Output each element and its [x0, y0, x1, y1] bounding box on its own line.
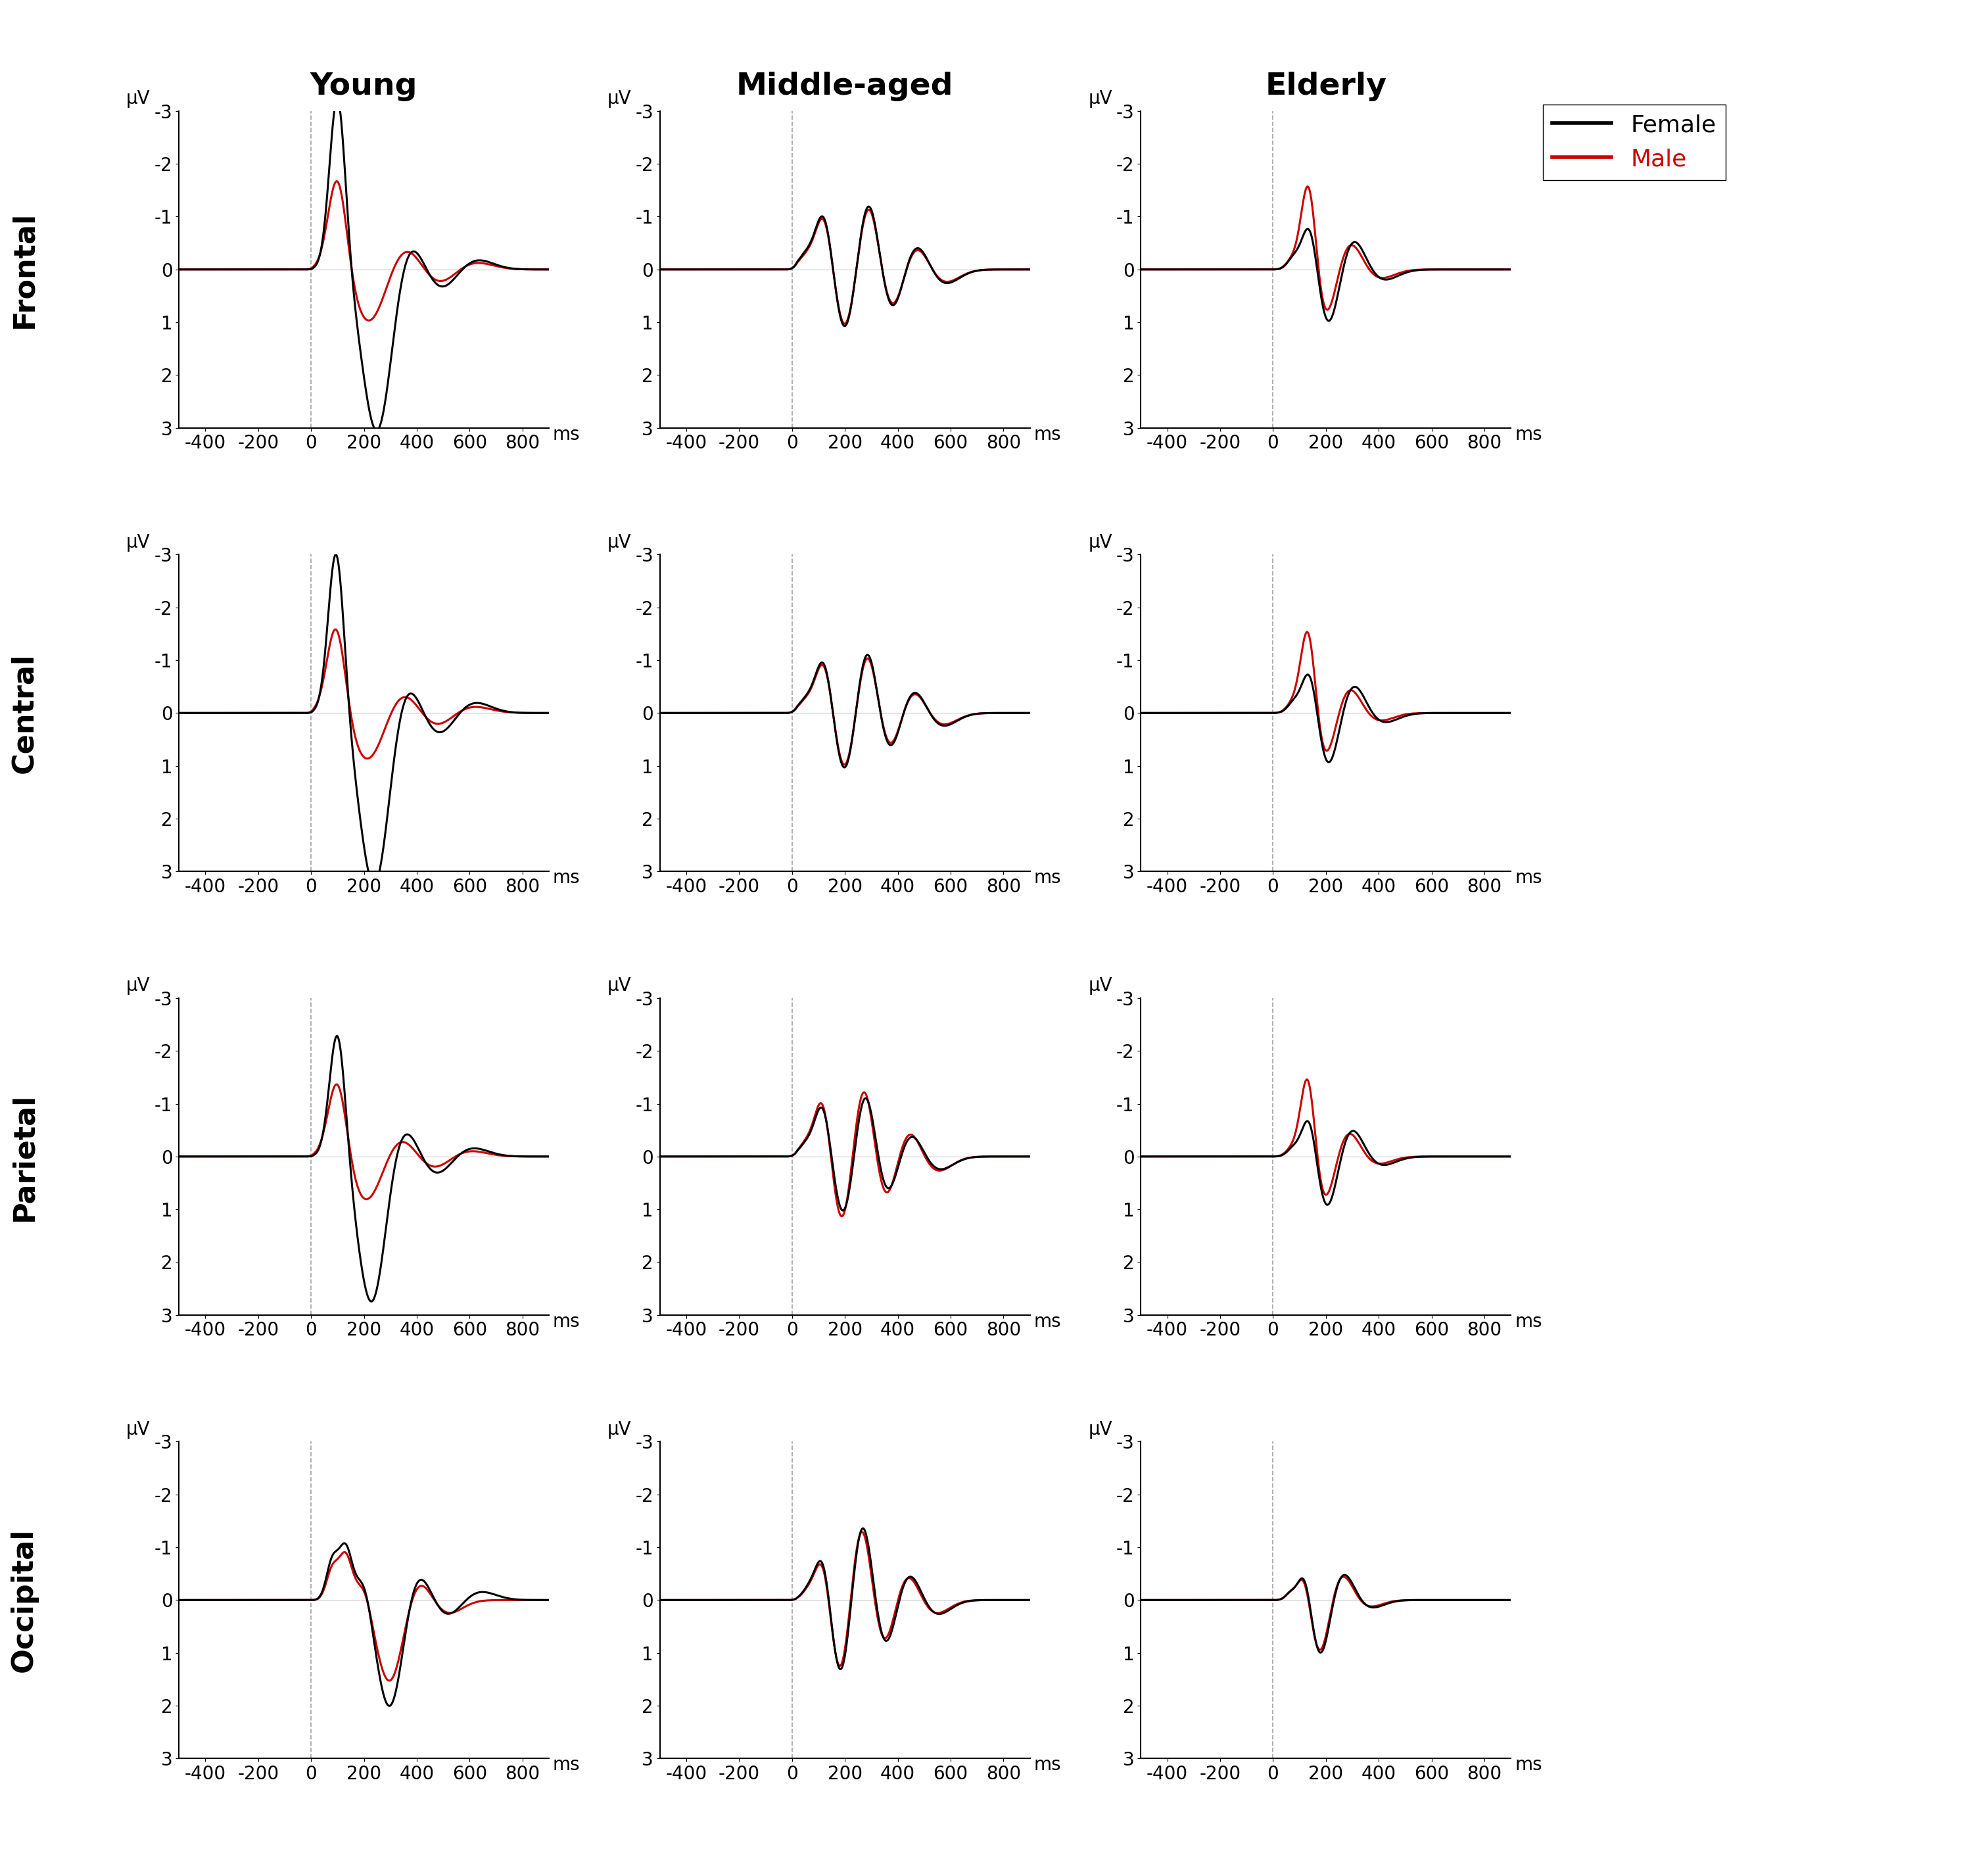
Text: ms: ms	[1515, 1757, 1543, 1775]
Text: ms: ms	[1515, 868, 1543, 887]
Y-axis label: μV: μV	[1087, 89, 1111, 107]
Title: Young: Young	[310, 72, 417, 102]
Y-axis label: μV: μV	[125, 89, 151, 107]
Text: ms: ms	[553, 426, 580, 444]
Y-axis label: μV: μV	[125, 1420, 151, 1438]
Text: Frontal: Frontal	[10, 211, 38, 328]
Text: ms: ms	[553, 1757, 580, 1775]
Text: ms: ms	[553, 868, 580, 887]
Text: ms: ms	[1034, 1757, 1062, 1775]
Y-axis label: μV: μV	[1087, 1420, 1111, 1438]
Text: Parietal: Parietal	[10, 1092, 38, 1222]
Y-axis label: μV: μV	[1087, 977, 1111, 996]
Legend: Female, Male: Female, Male	[1543, 104, 1726, 180]
Text: ms: ms	[1515, 426, 1543, 444]
Y-axis label: μV: μV	[606, 533, 632, 552]
Title: Middle-aged: Middle-aged	[736, 72, 954, 102]
Y-axis label: μV: μV	[125, 977, 151, 996]
Y-axis label: μV: μV	[606, 977, 632, 996]
Text: ms: ms	[553, 1312, 580, 1331]
Title: Elderly: Elderly	[1264, 72, 1388, 102]
Text: ms: ms	[1034, 1312, 1062, 1331]
Text: Central: Central	[10, 653, 38, 774]
Text: ms: ms	[1515, 1312, 1543, 1331]
Text: ms: ms	[1034, 868, 1062, 887]
Y-axis label: μV: μV	[1087, 533, 1111, 552]
Y-axis label: μV: μV	[606, 1420, 632, 1438]
Y-axis label: μV: μV	[125, 533, 151, 552]
Text: ms: ms	[1034, 426, 1062, 444]
Y-axis label: μV: μV	[606, 89, 632, 107]
Text: Occipital: Occipital	[10, 1527, 38, 1671]
